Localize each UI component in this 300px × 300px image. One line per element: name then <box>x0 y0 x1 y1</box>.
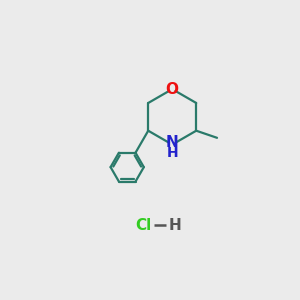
Text: Cl: Cl <box>135 218 152 233</box>
Text: H: H <box>169 218 182 233</box>
Text: H: H <box>167 146 178 160</box>
Text: N: N <box>166 136 178 151</box>
Text: O: O <box>166 82 179 97</box>
